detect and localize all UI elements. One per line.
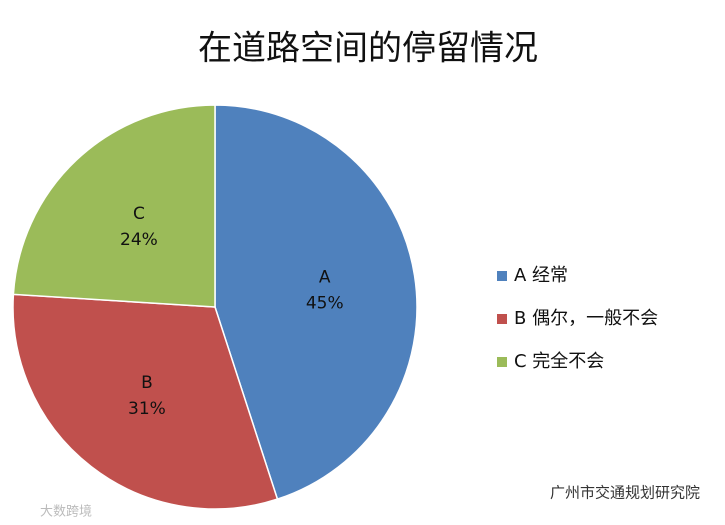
slice-category: A: [319, 268, 331, 288]
data-label: 31%: [128, 399, 166, 419]
pie-slice: [12, 293, 279, 510]
legend-label: A 经常: [514, 265, 568, 286]
legend-swatch: [497, 271, 507, 281]
legend-label: B 偶尔，一般不会: [514, 308, 658, 329]
watermark: 广州市交通规划研究院: [550, 484, 700, 502]
legend-swatch: [497, 314, 507, 324]
pie-slice: [214, 104, 418, 501]
data-label: 24%: [120, 230, 158, 250]
legend-label: C 完全不会: [514, 351, 604, 372]
pie-slice: [12, 104, 216, 308]
slice-category: C: [133, 204, 145, 224]
chart-title: 在道路空间的停留情况: [198, 29, 538, 69]
watermark: 大数跨境: [40, 505, 92, 520]
slice-category: B: [141, 373, 153, 393]
legend-swatch: [497, 357, 507, 367]
data-label: 45%: [306, 294, 344, 314]
